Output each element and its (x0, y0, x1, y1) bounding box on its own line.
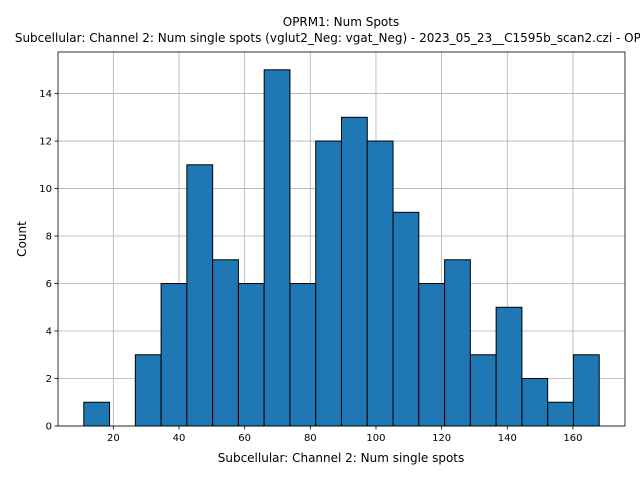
bar (212, 259, 239, 427)
x-axis-label: Subcellular: Channel 2: Num single spots (218, 451, 465, 465)
x-tick-label: 140 (498, 433, 517, 444)
chart-subtitle: Subcellular: Channel 2: Num single spots… (15, 31, 640, 45)
bar (521, 378, 549, 427)
bar (83, 401, 111, 427)
bar (186, 164, 214, 427)
x-tick-label: 160 (563, 433, 582, 444)
y-tick-label: 10 (39, 184, 52, 195)
bar (160, 283, 188, 427)
y-tick-label: 14 (39, 89, 52, 100)
x-tick-label: 120 (432, 433, 451, 444)
x-tick-label: 100 (366, 433, 385, 444)
bar (418, 283, 446, 427)
bar (366, 140, 394, 427)
y-tick-label: 4 (46, 327, 52, 338)
x-tick-label: 20 (107, 433, 120, 444)
y-tick-label: 8 (46, 232, 52, 243)
y-tick-label: 6 (46, 279, 52, 290)
bar (237, 283, 265, 427)
plot-frame (57, 51, 626, 427)
bar (315, 140, 342, 427)
bar (392, 211, 420, 427)
bar (341, 116, 368, 427)
chart-title: OPRM1: Num Spots (283, 15, 399, 29)
bar (289, 283, 317, 427)
x-tick-label: 60 (238, 433, 251, 444)
x-tick-label: 40 (173, 433, 186, 444)
bar (469, 354, 497, 427)
bar (572, 354, 600, 427)
y-axis-label: Count (15, 221, 29, 257)
bar (263, 69, 291, 427)
bar (444, 259, 471, 427)
x-tick-label: 80 (304, 433, 317, 444)
y-tick-label: 2 (46, 374, 52, 385)
bar (495, 306, 523, 427)
bar (547, 401, 574, 427)
y-tick-label: 0 (46, 422, 52, 433)
y-tick-label: 12 (39, 137, 52, 148)
bar (134, 354, 162, 427)
